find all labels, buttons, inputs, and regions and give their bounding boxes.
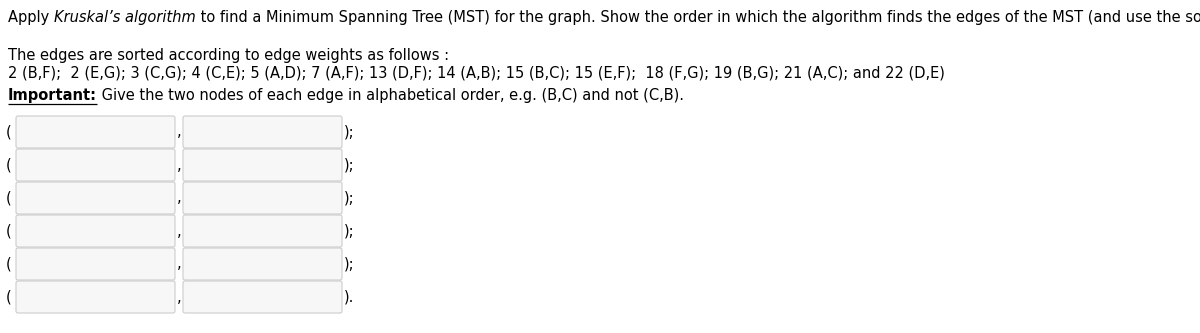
Text: Give the two nodes of each edge in alphabetical order, e.g. (B,C) and not (C,B).: Give the two nodes of each edge in alpha… — [97, 88, 684, 103]
Text: ).: ). — [344, 289, 354, 304]
Text: (: ( — [6, 190, 12, 205]
FancyBboxPatch shape — [182, 149, 342, 181]
Text: ,: , — [178, 289, 181, 304]
FancyBboxPatch shape — [182, 182, 342, 214]
FancyBboxPatch shape — [16, 215, 175, 247]
FancyBboxPatch shape — [16, 182, 175, 214]
Text: );: ); — [344, 158, 355, 172]
Text: ,: , — [178, 158, 181, 172]
Text: (: ( — [6, 158, 12, 172]
Text: );: ); — [344, 125, 355, 140]
FancyBboxPatch shape — [182, 215, 342, 247]
Text: (: ( — [6, 125, 12, 140]
Text: );: ); — [344, 190, 355, 205]
Text: 2 (B,F);  2 (E,G); 3 (C,G); 4 (C,E); 5 (A,D); 7 (A,F); 13 (D,F); 14 (A,B); 15 (B: 2 (B,F); 2 (E,G); 3 (C,G); 4 (C,E); 5 (A… — [8, 65, 944, 80]
Text: Kruskal’s algorithm: Kruskal’s algorithm — [54, 10, 196, 25]
FancyBboxPatch shape — [182, 248, 342, 280]
Text: ,: , — [178, 190, 181, 205]
Text: The edges are sorted according to edge weights as follows :: The edges are sorted according to edge w… — [8, 48, 449, 63]
Text: Apply: Apply — [8, 10, 54, 25]
Text: );: ); — [344, 256, 355, 271]
Text: ,: , — [178, 256, 181, 271]
Text: to find a Minimum Spanning Tree (MST) for the graph. Show the order in which the: to find a Minimum Spanning Tree (MST) fo… — [196, 10, 1200, 25]
FancyBboxPatch shape — [16, 149, 175, 181]
Text: (: ( — [6, 256, 12, 271]
FancyBboxPatch shape — [16, 116, 175, 148]
FancyBboxPatch shape — [182, 281, 342, 313]
FancyBboxPatch shape — [16, 248, 175, 280]
Text: (: ( — [6, 223, 12, 238]
Text: ,: , — [178, 223, 181, 238]
Text: ,: , — [178, 125, 181, 140]
FancyBboxPatch shape — [182, 116, 342, 148]
FancyBboxPatch shape — [16, 281, 175, 313]
Text: (: ( — [6, 289, 12, 304]
Text: Important:: Important: — [8, 88, 97, 103]
Text: );: ); — [344, 223, 355, 238]
